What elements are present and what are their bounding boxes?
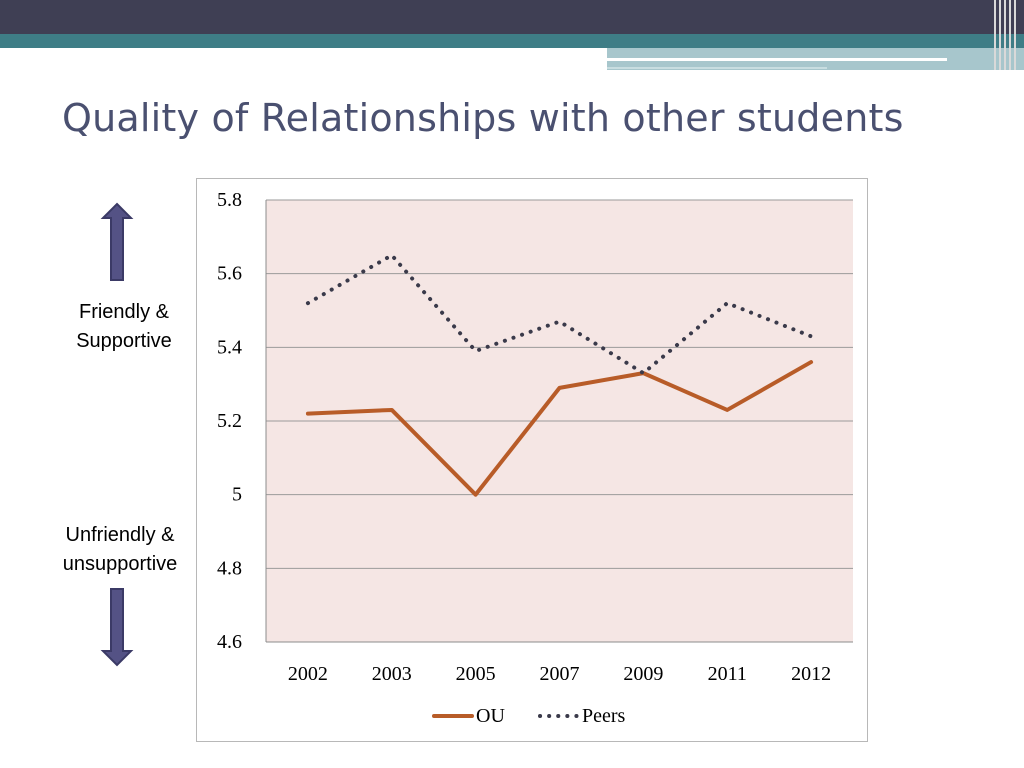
y-tick-label: 5 <box>232 484 242 506</box>
slide-title: Quality of Relationships with other stud… <box>62 96 904 140</box>
y-tick-label: 4.8 <box>217 557 242 579</box>
header-accent-band <box>0 34 1024 48</box>
friendly-label: Friendly & Supportive <box>56 298 192 356</box>
legend-label-ou: OU <box>476 705 505 727</box>
y-tick-label: 4.6 <box>217 631 242 653</box>
unfriendly-label-line2: unsupportive <box>62 553 178 575</box>
x-tick-label: 2009 <box>623 663 663 685</box>
arrow-up-icon <box>100 202 134 281</box>
x-tick-label: 2011 <box>708 663 747 685</box>
line-chart: 4.6 4.8 5 5.2 5.4 5.6 5.8 2002 2003 2005 2007 2009 2… <box>217 189 853 727</box>
unfriendly-label: Unfriendly & unsupportive <box>40 521 200 579</box>
friendly-label-line1: Friendly & <box>78 301 170 323</box>
arrow-down-icon <box>100 588 134 667</box>
x-tick-label: 2002 <box>288 663 328 685</box>
header-accent-line <box>607 58 947 61</box>
x-tick-label: 2003 <box>372 663 412 685</box>
x-tick-label: 2007 <box>540 663 580 685</box>
friendly-label-line2: Supportive <box>76 330 172 352</box>
header-accent-thin-line <box>607 67 827 69</box>
y-tick-label: 5.6 <box>217 263 242 285</box>
unfriendly-label-line1: Unfriendly & <box>65 524 175 546</box>
header-bar <box>0 0 1024 34</box>
y-tick-label: 5.8 <box>217 189 242 211</box>
y-tick-label: 5.2 <box>217 410 242 432</box>
y-tick-label: 5.4 <box>217 336 242 358</box>
series-line-peers <box>305 253 814 376</box>
x-tick-label: 2005 <box>456 663 496 685</box>
x-tick-label: 2012 <box>791 663 831 685</box>
series-line-ou <box>305 360 814 497</box>
legend-label-peers: Peers <box>582 705 626 727</box>
header-edge-stripes <box>992 0 1024 70</box>
